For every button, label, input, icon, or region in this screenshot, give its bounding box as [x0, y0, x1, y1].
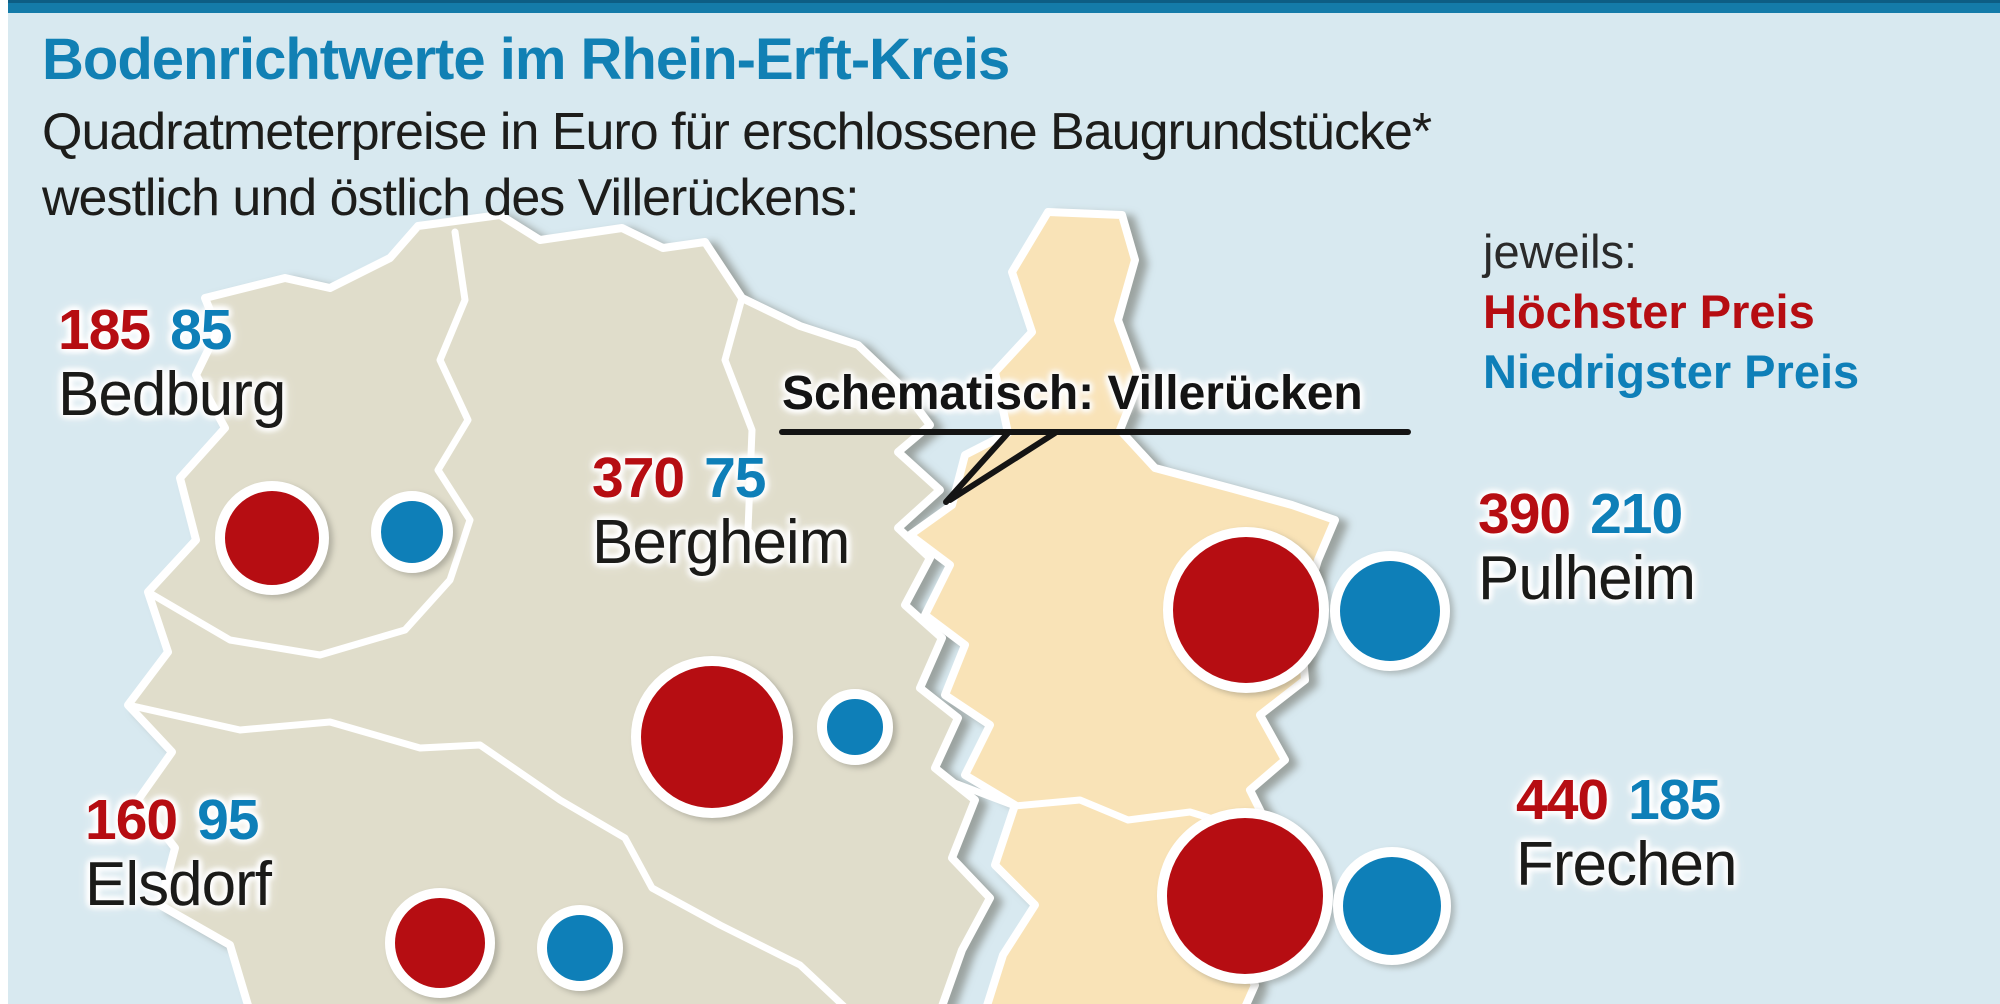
legend-lowest-price-label: Niedrigster Preis	[1483, 345, 1860, 398]
elsdorf-high-price-circle	[385, 888, 495, 998]
annotation-pointer	[779, 429, 1411, 505]
bergheim-prices: 370 75	[592, 448, 849, 508]
legend-intro: jeweils:	[1483, 225, 1638, 278]
legend: jeweils: Höchster Preis Niedrigster Prei…	[1483, 222, 1859, 402]
pulheim-high-price: 390	[1478, 482, 1571, 546]
pulheim-low-price-circle	[1330, 551, 1450, 671]
pulheim-low-price: 210	[1590, 482, 1683, 546]
bedburg-low-price-circle	[371, 491, 453, 573]
bergheim-high-price: 370	[592, 446, 685, 510]
bedburg-high-price: 185	[58, 298, 151, 362]
city-label-pulheim: 390 210 Pulheim	[1478, 484, 1696, 614]
municipal-borders	[124, 228, 1272, 1004]
region-west-villeruecken	[124, 211, 994, 1004]
pulheim-high-price-circle	[1163, 527, 1329, 693]
subtitle-line-2: westlich und östlich des Villerückens:	[42, 169, 860, 227]
frechen-low-price-circle	[1333, 847, 1451, 965]
villeruecken-annotation: Schematisch: Villerücken	[782, 367, 1363, 420]
bergheim-name: Bergheim	[592, 508, 850, 577]
frechen-high-price-circle	[1157, 808, 1333, 984]
bedburg-high-price-circle	[215, 481, 329, 595]
elsdorf-name: Elsdorf	[85, 850, 272, 919]
bedburg-low-price: 85	[170, 298, 232, 362]
frechen-high-price: 440	[1516, 768, 1609, 832]
pulheim-name: Pulheim	[1478, 544, 1696, 613]
legend-highest-price-label: Höchster Preis	[1483, 285, 1815, 338]
bergheim-low-price: 75	[704, 446, 766, 510]
elsdorf-prices: 160 95	[85, 790, 271, 850]
city-label-frechen: 440 185 Frechen	[1516, 770, 1737, 900]
frechen-prices: 440 185	[1516, 770, 1736, 830]
bergheim-low-price-circle	[817, 689, 893, 765]
elsdorf-high-price: 160	[85, 788, 178, 852]
elsdorf-low-price: 95	[197, 788, 259, 852]
subtitle-line-1: Quadratmeterpreise in Euro für erschloss…	[42, 103, 1432, 161]
elsdorf-low-price-circle	[537, 905, 623, 991]
city-label-bergheim: 370 75 Bergheim	[592, 448, 850, 578]
city-label-elsdorf: 160 95 Elsdorf	[85, 790, 272, 920]
pulheim-prices: 390 210	[1478, 484, 1695, 544]
top-accent-bar	[8, 0, 2000, 13]
city-label-bedburg: 185 85 Bedburg	[58, 300, 286, 430]
page-title: Bodenrichtwerte im Rhein-Erft-Kreis	[42, 27, 1010, 92]
bedburg-name: Bedburg	[58, 360, 286, 429]
bedburg-prices: 185 85	[58, 300, 285, 360]
bergheim-high-price-circle	[631, 656, 793, 818]
frechen-low-price: 185	[1628, 768, 1721, 832]
frechen-name: Frechen	[1516, 830, 1737, 899]
